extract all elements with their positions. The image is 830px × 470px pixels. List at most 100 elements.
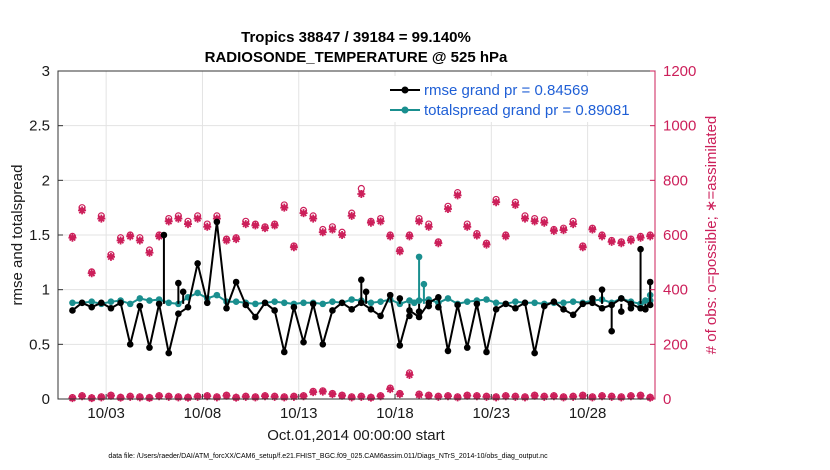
obs-high-assimilated-marker: [559, 226, 568, 235]
obs-low-assimilated-marker: [511, 392, 520, 401]
obs-low-assimilated-marker: [116, 393, 125, 402]
totalspread-point: [107, 298, 115, 305]
rmse-point: [598, 304, 606, 312]
obs-high-assimilated-marker: [511, 200, 520, 209]
right-tick-label: 800: [663, 172, 688, 189]
obs-high-assimilated-marker: [203, 222, 212, 231]
totalspread-point: [194, 289, 201, 297]
totalspread-point: [560, 299, 567, 307]
right-tick-label: 1200: [663, 63, 696, 80]
rmse-point: [136, 302, 144, 310]
obs-high-assimilated-marker: [193, 214, 202, 223]
rmse-point: [175, 279, 182, 287]
totalspread-point: [512, 298, 519, 305]
obs-low-assimilated-marker: [636, 391, 645, 400]
obs-high-assimilated-marker: [626, 236, 635, 245]
legend-spread-marker: [401, 106, 409, 114]
totalspread-point: [410, 299, 418, 307]
totalspread-point: [642, 297, 649, 304]
rmse-point: [425, 302, 433, 310]
obs-high-assimilated-marker: [97, 214, 106, 223]
obs-low-assimilated-marker: [521, 393, 530, 402]
obs-high-assimilated-marker: [636, 233, 645, 242]
left-tick-label: 1: [42, 282, 50, 299]
rmse-point: [406, 312, 413, 320]
obs-high-assimilated-marker: [68, 233, 77, 242]
obs-low-assimilated-marker: [164, 392, 173, 401]
obs-low-assimilated-marker: [453, 393, 462, 402]
totalspread-point: [463, 298, 471, 305]
right-tick-label: 0: [663, 391, 671, 408]
rmse-point: [261, 299, 269, 307]
totalspread-point: [165, 299, 173, 307]
obs-high-assimilated-marker: [386, 232, 395, 241]
rmse-point: [415, 308, 423, 315]
obs-low-assimilated-marker: [87, 394, 96, 403]
obs-high-assimilated-marker: [261, 224, 270, 233]
rmse-point: [646, 301, 654, 309]
obs-low-assimilated-marker: [386, 385, 395, 394]
rmse-point: [415, 313, 423, 321]
obs-low-assimilated-marker: [261, 392, 270, 401]
obs-low-assimilated-marker: [578, 391, 587, 400]
obs-high-assimilated-marker: [78, 206, 87, 215]
rmse-point: [617, 308, 625, 315]
rmse-point: [165, 349, 173, 357]
x-tick-label: 10/18: [376, 405, 414, 422]
rmse-point: [502, 300, 510, 308]
totalspread-point: [367, 299, 375, 307]
totalspread-point: [415, 253, 423, 261]
obs-high-assimilated-marker: [415, 217, 424, 226]
obs-high-assimilated-marker: [183, 220, 192, 229]
obs-high-assimilated-marker: [135, 236, 144, 245]
obs-high-assimilated-marker: [492, 198, 501, 207]
obs-high-assimilated-marker: [328, 225, 337, 234]
rmse-point: [203, 299, 211, 307]
obs-low-assimilated-marker: [106, 391, 115, 400]
obs-high-assimilated-marker: [598, 232, 607, 241]
obs-high-assimilated-marker: [357, 190, 366, 198]
legend-rmse-label: rmse grand pr = 0.84569: [424, 82, 589, 99]
rmse-point: [435, 294, 442, 301]
rmse-point: [483, 348, 490, 356]
obs-high-assimilated-marker: [106, 252, 115, 261]
left-tick-label: 3: [42, 63, 50, 80]
totalspread-point: [213, 291, 221, 299]
rmse-point: [271, 307, 278, 314]
obs-high-assimilated-marker: [617, 239, 626, 248]
obs-low-assimilated-marker: [289, 392, 298, 401]
obs-high-assimilated-marker: [318, 228, 327, 237]
left-tick-label: 0.5: [29, 336, 50, 353]
rmse-point: [531, 349, 538, 357]
obs-high-assimilated-marker: [540, 218, 549, 227]
left-tick-label: 0: [42, 391, 50, 408]
obs-low-assimilated-marker: [97, 393, 106, 402]
rmse-point: [213, 218, 221, 226]
totalspread-point: [252, 300, 259, 308]
obs-low-assimilated-marker: [434, 392, 443, 401]
obs-high-assimilated-marker: [434, 239, 443, 248]
right-tick-label: 600: [663, 227, 688, 244]
obs-low-assimilated-marker: [174, 393, 183, 402]
legend-spread-label: totalspread grand pr = 0.89081: [424, 102, 630, 119]
obs-low-assimilated-marker: [347, 393, 356, 402]
obs-low-assimilated-marker: [232, 393, 241, 402]
legend: rmse grand pr = 0.84569 totalspread gran…: [384, 76, 652, 122]
rmse-point: [126, 341, 134, 348]
totalspread-point: [319, 300, 327, 308]
obs-high-assimilated-marker: [376, 217, 385, 226]
legend-box: [384, 76, 652, 122]
obs-low-assimilated-marker: [472, 392, 481, 401]
rmse-point: [540, 302, 548, 310]
obs-high-assimilated-marker: [309, 214, 318, 223]
rmse-point: [179, 288, 187, 296]
obs-high-assimilated-marker: [646, 232, 655, 241]
obs-high-assimilated-marker: [347, 211, 356, 220]
obs-high-assimilated-marker: [251, 221, 260, 230]
x-tick-label: 10/08: [184, 405, 222, 422]
obs-high-assimilated-marker: [549, 226, 558, 235]
rmse-point: [155, 300, 163, 308]
rmse-point: [117, 299, 124, 307]
obs-low-assimilated-marker: [222, 391, 231, 400]
rmse-point: [107, 304, 115, 312]
